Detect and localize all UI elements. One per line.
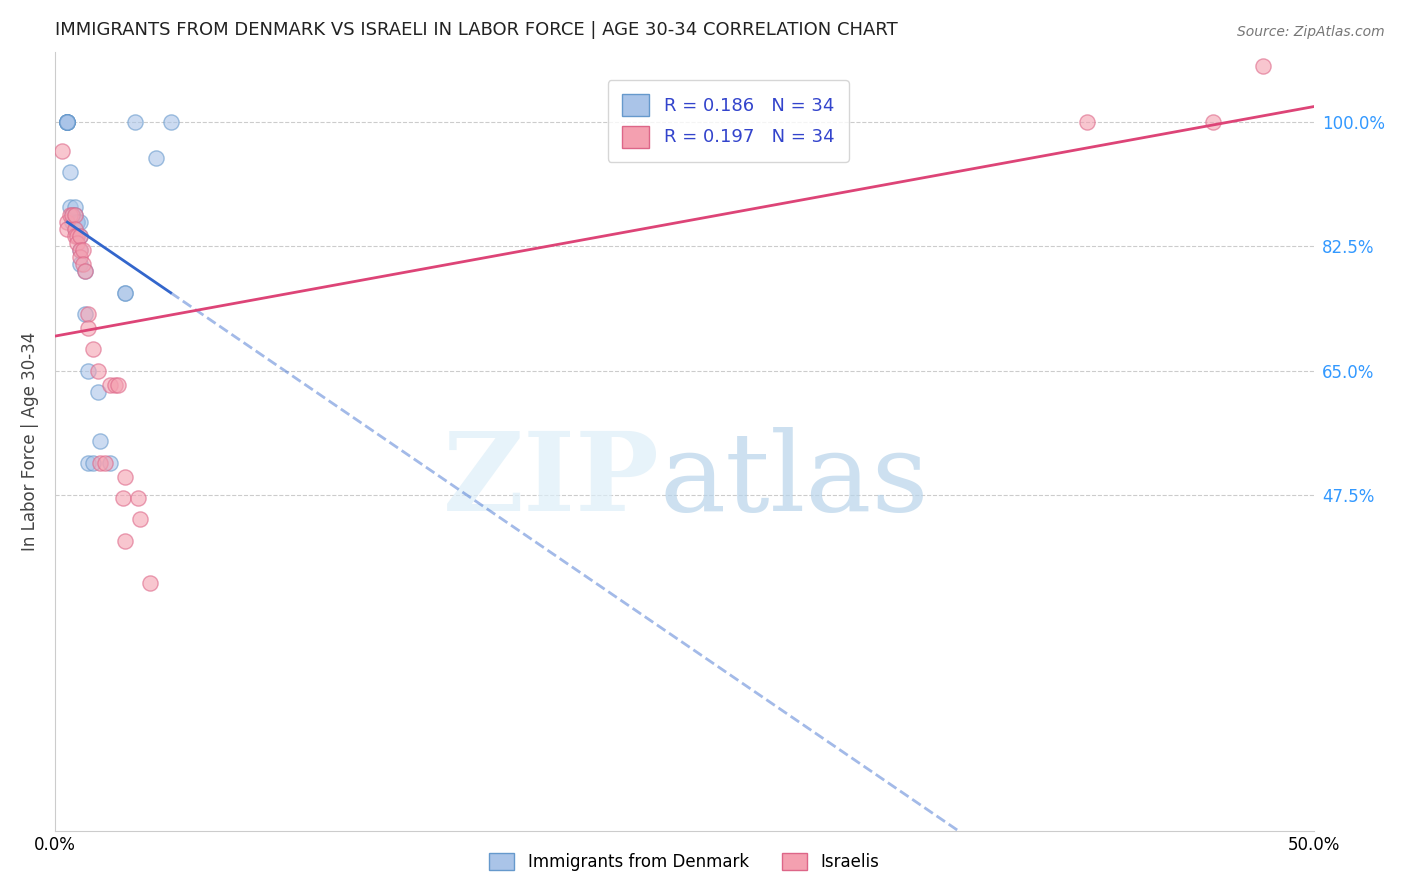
- Point: [94, 456, 117, 470]
- Point: [145, 151, 167, 165]
- Point: [114, 285, 136, 300]
- Point: [62, 208, 84, 222]
- Point: [82, 456, 104, 470]
- Point: [63, 228, 86, 243]
- Point: [89, 456, 111, 470]
- Y-axis label: In Labor Force | Age 30-34: In Labor Force | Age 30-34: [21, 332, 39, 551]
- Point: [63, 221, 86, 235]
- Point: [114, 533, 136, 548]
- Point: [76, 456, 98, 470]
- Point: [129, 512, 152, 526]
- Text: Source: ZipAtlas.com: Source: ZipAtlas.com: [1237, 25, 1385, 39]
- Point: [86, 384, 108, 399]
- Point: [69, 250, 91, 264]
- Point: [69, 228, 91, 243]
- Point: [114, 285, 136, 300]
- Point: [56, 115, 79, 129]
- Point: [69, 243, 91, 257]
- Point: [56, 221, 79, 235]
- Point: [56, 115, 79, 129]
- Point: [69, 243, 91, 257]
- Point: [159, 115, 181, 129]
- Legend: Immigrants from Denmark, Israelis: Immigrants from Denmark, Israelis: [482, 847, 886, 878]
- Point: [72, 257, 94, 271]
- Point: [69, 215, 91, 229]
- Point: [56, 115, 79, 129]
- Point: [66, 228, 89, 243]
- Point: [56, 115, 79, 129]
- Point: [63, 208, 86, 222]
- Point: [98, 456, 121, 470]
- Point: [62, 215, 84, 229]
- Point: [59, 208, 82, 222]
- Text: ZIP: ZIP: [443, 427, 659, 534]
- Point: [127, 491, 149, 506]
- Point: [98, 377, 121, 392]
- Point: [66, 235, 89, 250]
- Point: [56, 115, 79, 129]
- Point: [73, 264, 96, 278]
- Point: [1202, 115, 1225, 129]
- Point: [104, 377, 127, 392]
- Point: [124, 115, 146, 129]
- Point: [111, 491, 134, 506]
- Point: [62, 208, 84, 222]
- Point: [76, 321, 98, 335]
- Point: [69, 228, 91, 243]
- Point: [107, 377, 129, 392]
- Point: [72, 243, 94, 257]
- Point: [56, 115, 79, 129]
- Point: [66, 215, 89, 229]
- Point: [73, 307, 96, 321]
- Point: [66, 215, 89, 229]
- Point: [76, 363, 98, 377]
- Point: [51, 144, 73, 158]
- Point: [69, 257, 91, 271]
- Point: [73, 264, 96, 278]
- Point: [76, 307, 98, 321]
- Point: [114, 470, 136, 484]
- Point: [82, 343, 104, 357]
- Text: IMMIGRANTS FROM DENMARK VS ISRAELI IN LABOR FORCE | AGE 30-34 CORRELATION CHART: IMMIGRANTS FROM DENMARK VS ISRAELI IN LA…: [55, 21, 897, 39]
- Point: [63, 221, 86, 235]
- Point: [56, 115, 79, 129]
- Point: [63, 208, 86, 222]
- Point: [139, 576, 162, 591]
- Point: [59, 165, 82, 179]
- Point: [63, 201, 86, 215]
- Point: [56, 215, 79, 229]
- Point: [86, 363, 108, 377]
- Point: [1253, 59, 1275, 73]
- Point: [89, 434, 111, 449]
- Point: [56, 115, 79, 129]
- Point: [59, 201, 82, 215]
- Point: [1076, 115, 1098, 129]
- Text: atlas: atlas: [659, 427, 929, 534]
